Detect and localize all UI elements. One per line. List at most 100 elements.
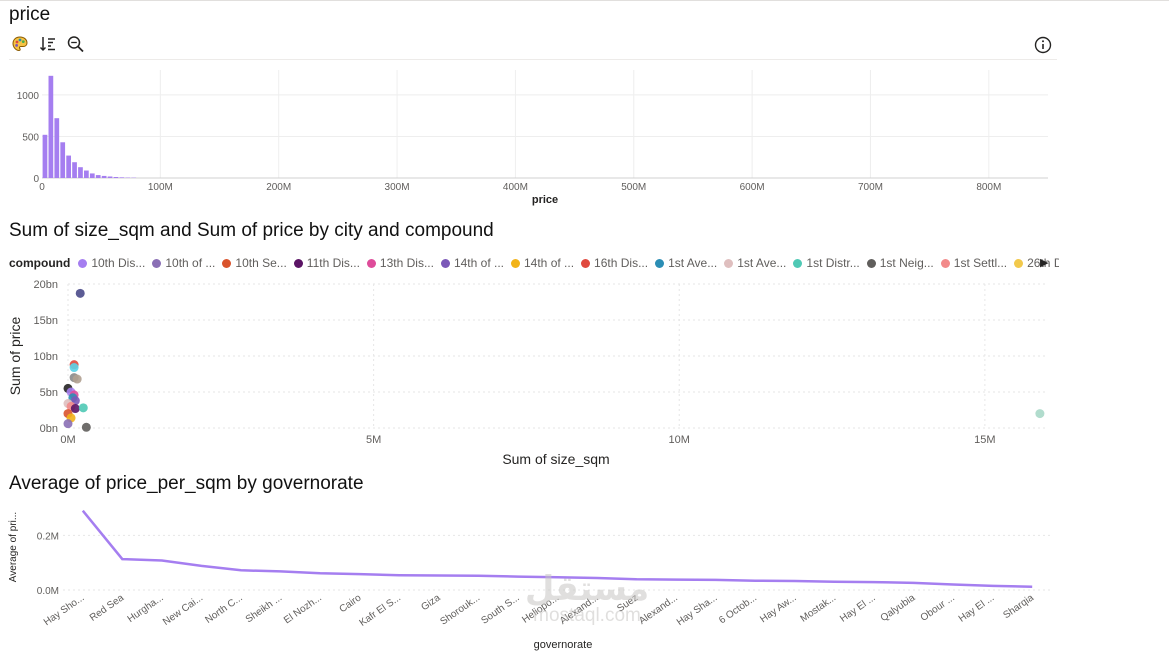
scatter-title: Sum of size_sqm and Sum of price by city…: [9, 220, 494, 241]
legend-label: 1st Ave...: [668, 256, 718, 270]
legend-label: 1st Ave...: [737, 256, 787, 270]
legend-next-arrow[interactable]: ▶: [1040, 257, 1049, 269]
legend-title: compound: [9, 256, 71, 270]
scatter-point: [78, 403, 88, 413]
legend-dot: [866, 258, 876, 268]
legend-dot: [222, 258, 232, 268]
legend-label: 1st Settl...: [953, 256, 1008, 270]
line-chart[interactable]: 0.0M 0.2M Hay Sho... Red Sea Hurgha...New C…: [0, 500, 1060, 656]
line-x-tick: New Cai...: [161, 592, 205, 627]
scatter-y-tick: 20bn: [34, 279, 58, 291]
line-x-tick: El Nozh...: [282, 592, 324, 626]
legend-label: 26th Dis...: [1027, 256, 1059, 270]
legend-label: 13th Dis...: [379, 256, 434, 270]
line-x-tick: Obour ...: [919, 592, 957, 623]
line-x-tick: Sharqia: [1001, 592, 1036, 621]
histogram-bar: [54, 118, 60, 178]
histogram-x-tick: 500M: [621, 182, 646, 193]
scatter-x-tick: 5M: [366, 434, 381, 446]
scatter-y-tick: 0bn: [40, 423, 58, 435]
line-x-tick: Qalyubia: [879, 592, 918, 624]
line-x-tick: Red Sea: [88, 592, 127, 624]
legend-item[interactable]: 26th Dis...: [1014, 256, 1059, 270]
line-x-tick: Shorouk...: [438, 592, 482, 627]
scatter-x-tick: 0M: [60, 434, 75, 446]
histogram-x-axis-label: price: [532, 194, 558, 206]
legend-label: 11th Dis...: [306, 256, 360, 270]
legend-label: 10th of ...: [165, 256, 216, 270]
legend-dot: [511, 258, 520, 268]
line-x-tick: Mostak...: [799, 592, 839, 624]
scatter-point: [81, 422, 91, 432]
histogram-bar: [119, 177, 125, 178]
line-y-tick: 0.0M: [37, 586, 59, 597]
histogram-x-tick: 600M: [740, 182, 765, 193]
legend-item[interactable]: 14th of ...: [440, 256, 504, 270]
histogram-bar: [60, 142, 66, 178]
legend-item[interactable]: 1st Distr...: [793, 256, 860, 270]
line-x-tick: Cairo: [338, 592, 364, 615]
scatter-y-tick: 15bn: [34, 315, 58, 327]
line-series: [81, 509, 1033, 588]
legend-label: 16th Dis...: [594, 256, 649, 270]
scatter-chart[interactable]: 0bn 5bn 10bn 15bn 20bn 0M 5M 10M 15M Sum of siz…: [0, 272, 1060, 472]
histogram-y-tick: 0: [33, 174, 39, 185]
legend-dot: [940, 258, 950, 268]
line-x-tick: Hay El ...: [957, 592, 997, 624]
scatter-x-tick: 15M: [974, 434, 995, 446]
scatter-point: [69, 363, 79, 373]
legend-item[interactable]: 10th Se...: [222, 256, 287, 270]
histogram-chart[interactable]: 0 500 1000 0 100M 200M 300M 400M 500M 600M 700M 80…: [0, 60, 1060, 210]
top-border: [0, 0, 1169, 1]
histogram-bar: [78, 167, 83, 178]
palette-icon[interactable]: [10, 34, 30, 54]
legend-item[interactable]: 10th of ...: [152, 256, 215, 270]
legend-label: 10th Dis...: [91, 256, 146, 270]
scatter-point: [70, 404, 80, 414]
zoom-out-icon[interactable]: [66, 34, 86, 54]
scatter-x-axis-label: Sum of size_sqm: [502, 451, 609, 467]
scatter-legend: compound 10th Dis... 10th of ... 10th Se..…: [9, 254, 1059, 272]
histogram-bar: [107, 176, 113, 178]
histogram-bar: [95, 175, 101, 178]
histogram-x-tick: 400M: [503, 182, 528, 193]
line-x-tick: Suez: [615, 592, 640, 614]
line-y-axis-label: Average of pri...: [8, 512, 19, 582]
scatter-y-tick: 10bn: [34, 351, 58, 363]
legend-dot: [655, 258, 665, 268]
histogram-x-tick: 800M: [976, 182, 1001, 193]
legend-label: 14th of ...: [453, 256, 504, 270]
line-x-tick: Giza: [419, 592, 443, 613]
line-x-tick: Hay El ...: [838, 592, 878, 624]
line-x-tick: Heliopo...: [520, 592, 561, 625]
scatter-x-tick: 10M: [669, 434, 690, 446]
legend-item[interactable]: 16th Dis...: [581, 256, 648, 270]
legend-item[interactable]: 13th Dis...: [366, 256, 434, 270]
histogram-x-tick: 300M: [385, 182, 410, 193]
visual-toolbar: [10, 34, 86, 56]
legend-item[interactable]: 11th Dis...: [293, 256, 360, 270]
legend-label: 14th of ...: [524, 256, 575, 270]
line-title: Average of price_per_sqm by governorate: [9, 473, 364, 494]
legend-item[interactable]: 1st Neig...: [866, 256, 934, 270]
histogram-bar: [48, 75, 54, 178]
line-x-tick: Hay Sha...: [675, 592, 720, 628]
scatter-point: [63, 419, 73, 429]
sort-icon[interactable]: [38, 34, 58, 54]
legend-item[interactable]: 1st Settl...: [940, 256, 1008, 270]
legend-dot: [152, 258, 162, 268]
line-x-tick: Hay Sho...: [42, 592, 87, 628]
legend-item[interactable]: 10th Dis...: [78, 256, 145, 270]
info-icon[interactable]: [1033, 35, 1053, 55]
legend-item[interactable]: 14th of ...: [511, 256, 574, 270]
legend-item[interactable]: 1st Ave...: [655, 256, 717, 270]
scatter-point: [72, 374, 82, 384]
histogram-bar: [42, 134, 48, 178]
legend-item[interactable]: 1st Ave...: [724, 256, 786, 270]
histogram-x-tick: 700M: [858, 182, 883, 193]
histogram-bar: [89, 173, 95, 178]
histogram-y-tick: 500: [22, 132, 39, 143]
legend-dot: [440, 258, 450, 268]
line-x-tick: Kafr El S...: [358, 592, 403, 628]
histogram-bar: [113, 177, 119, 178]
